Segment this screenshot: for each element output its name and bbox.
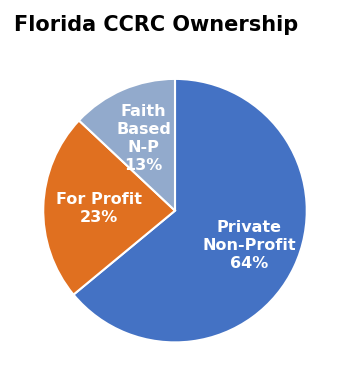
Wedge shape <box>43 121 175 295</box>
Wedge shape <box>79 79 175 211</box>
Text: Florida CCRC Ownership: Florida CCRC Ownership <box>14 15 298 35</box>
Text: Private
Non-Profit
64%: Private Non-Profit 64% <box>202 220 296 271</box>
Text: For Profit
23%: For Profit 23% <box>56 192 142 225</box>
Text: Faith
Based
N-P
13%: Faith Based N-P 13% <box>116 103 171 173</box>
Wedge shape <box>74 79 307 342</box>
